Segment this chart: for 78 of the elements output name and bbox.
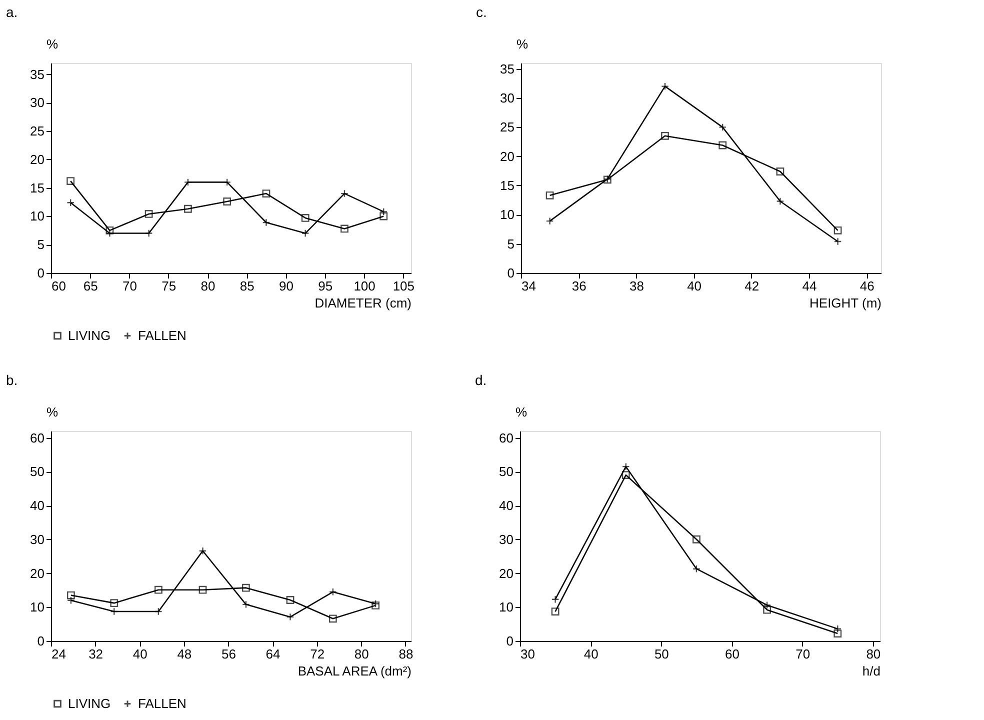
y-tick-label: 10	[500, 207, 514, 222]
y-tick-label: 20	[500, 148, 514, 164]
y-tick-label: 30	[30, 532, 44, 547]
x-tick-label: 34	[522, 278, 536, 294]
x-tick-label: 60	[52, 278, 66, 294]
x-tick-label: 40	[687, 278, 702, 294]
x-tick-label: 90	[279, 278, 294, 294]
x-tick-label: 70	[796, 646, 810, 662]
y-tick-label: 60	[499, 430, 514, 446]
x-tick-label: 80	[354, 646, 369, 662]
y-tick-label: 25	[500, 120, 514, 135]
x-tick-label: 42	[744, 278, 760, 294]
x-tick-label: 100	[354, 278, 376, 294]
x-tick-label: 95	[318, 278, 333, 294]
y-tick-label: 0	[506, 634, 514, 648]
y-tick-label: 0	[507, 266, 514, 280]
x-axis-title: HEIGHT (m)	[810, 296, 882, 310]
y-tick-label: 5	[37, 237, 44, 252]
x-tick-label: 40	[132, 646, 148, 662]
y-tick-label: 40	[499, 498, 514, 514]
chart-title: b.	[6, 372, 18, 388]
y-tick-label: 15	[30, 180, 44, 196]
x-tick-label: 56	[221, 646, 236, 662]
legend-label: FALLEN	[138, 696, 186, 711]
y-tick-label: 60	[30, 430, 44, 446]
x-tick-label: 85	[240, 278, 254, 294]
legend-label: LIVING	[68, 696, 111, 711]
y-tick-label: 25	[30, 124, 44, 139]
y-tick-label: 30	[499, 532, 514, 547]
x-tick-label: 80	[200, 278, 216, 294]
x-tick-label: 75	[162, 278, 176, 294]
y-tick-label: 40	[30, 498, 44, 514]
y-tick-label: 50	[499, 464, 514, 480]
x-tick-label: 30	[520, 646, 535, 662]
y-tick-label: 20	[499, 566, 514, 581]
y-tick-label: 50	[30, 464, 44, 480]
y-tick-label: 20	[30, 152, 44, 167]
x-tick-label: 32	[88, 646, 104, 662]
x-tick-label: 88	[398, 646, 414, 662]
y-tick-label: 15	[500, 178, 514, 193]
x-tick-label: 48	[177, 646, 192, 662]
x-tick-label: 105	[392, 278, 415, 294]
chart-title: c.	[476, 4, 487, 20]
y-tick-label: 20	[30, 566, 44, 581]
x-tick-label: 36	[572, 278, 586, 294]
x-tick-label: 46	[860, 278, 874, 294]
y-axis-title: %	[46, 404, 58, 420]
x-tick-label: 70	[122, 278, 137, 294]
x-tick-label: 65	[83, 278, 98, 294]
y-tick-label: 10	[499, 600, 514, 615]
legend-label: LIVING	[68, 328, 111, 343]
chart-title: a.	[6, 4, 18, 20]
y-tick-label: 30	[500, 90, 514, 106]
y-tick-label: 0	[37, 634, 44, 648]
x-axis-title: BASAL AREA (dm²)	[298, 664, 412, 678]
x-tick-label: 72	[310, 646, 325, 662]
x-axis-title: h/d	[862, 664, 880, 678]
x-tick-label: 44	[802, 278, 817, 294]
x-tick-label: 24	[52, 646, 66, 662]
y-tick-label: 10	[30, 208, 44, 224]
x-tick-label: 80	[866, 646, 881, 662]
legend-label: FALLEN	[138, 328, 186, 343]
y-tick-label: 0	[37, 266, 44, 280]
chart-title: d.	[475, 372, 487, 388]
y-axis-title: %	[516, 404, 528, 420]
y-axis-title: %	[516, 36, 528, 52]
y-axis-title: %	[46, 36, 58, 52]
x-tick-label: 64	[266, 646, 280, 662]
y-tick-label: 30	[30, 95, 44, 110]
x-tick-label: 60	[725, 646, 740, 662]
y-tick-label: 35	[500, 61, 514, 76]
y-tick-label: 10	[30, 600, 44, 615]
x-axis-title: DIAMETER (cm)	[314, 296, 412, 310]
x-tick-label: 50	[654, 646, 669, 662]
x-tick-label: 40	[584, 646, 598, 662]
y-tick-label: 35	[30, 66, 44, 82]
x-tick-label: 38	[629, 278, 644, 294]
y-tick-label: 5	[507, 236, 514, 252]
